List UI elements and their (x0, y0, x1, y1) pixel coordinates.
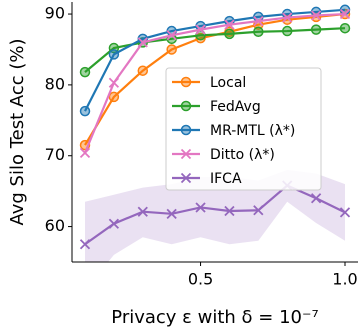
marker (195, 202, 206, 213)
marker (137, 65, 149, 76)
marker (166, 208, 177, 219)
legend-label: Local (210, 75, 246, 91)
marker (339, 8, 351, 20)
legend-marker (180, 76, 192, 88)
marker (166, 44, 177, 55)
marker (310, 193, 322, 204)
legend (165, 67, 322, 191)
marker (310, 10, 322, 21)
legend-marker (180, 100, 192, 112)
marker (195, 24, 206, 35)
series-line (84, 184, 346, 246)
y-tick-label: 70 (45, 145, 65, 164)
legend-marker (180, 124, 192, 136)
legend-label: MR-MTL (λ*) (210, 123, 295, 139)
marker (166, 30, 177, 41)
marker (310, 24, 322, 35)
plot-area (79, 4, 351, 262)
legend-label: IFCA (210, 171, 242, 187)
marker (281, 25, 293, 37)
marker (137, 37, 148, 48)
marker (108, 91, 120, 103)
marker (79, 147, 91, 159)
legend-label: FedAvg (210, 99, 261, 115)
y-tick-label: 90 (45, 4, 65, 23)
marker (108, 49, 120, 60)
marker (137, 206, 148, 217)
marker (108, 218, 120, 229)
marker (108, 77, 120, 88)
marker (339, 22, 351, 34)
marker (224, 205, 235, 217)
marker (79, 105, 91, 117)
marker (224, 28, 235, 40)
y-tick-label: 80 (45, 74, 65, 93)
series-line (84, 27, 346, 73)
series-line (84, 8, 346, 112)
marker (339, 207, 351, 218)
legend-label: Ditto (λ*) (210, 147, 275, 163)
marker (253, 205, 264, 216)
x-tick-label: 0.5 (188, 270, 213, 289)
marker (253, 15, 264, 27)
marker (282, 12, 293, 23)
y-tick-label: 60 (45, 216, 65, 235)
x-tick-label: 1.0 (332, 270, 357, 289)
series-line (83, 12, 346, 154)
marker (253, 26, 264, 38)
legend-marker (180, 148, 192, 160)
legend-marker (180, 172, 192, 184)
y-axis-label: Avg Silo Test Acc (%) (7, 38, 28, 225)
marker (224, 19, 235, 30)
marker (79, 66, 91, 78)
marker (79, 239, 91, 250)
x-axis-label: Privacy ε with δ = 10⁻⁷ (111, 307, 318, 328)
